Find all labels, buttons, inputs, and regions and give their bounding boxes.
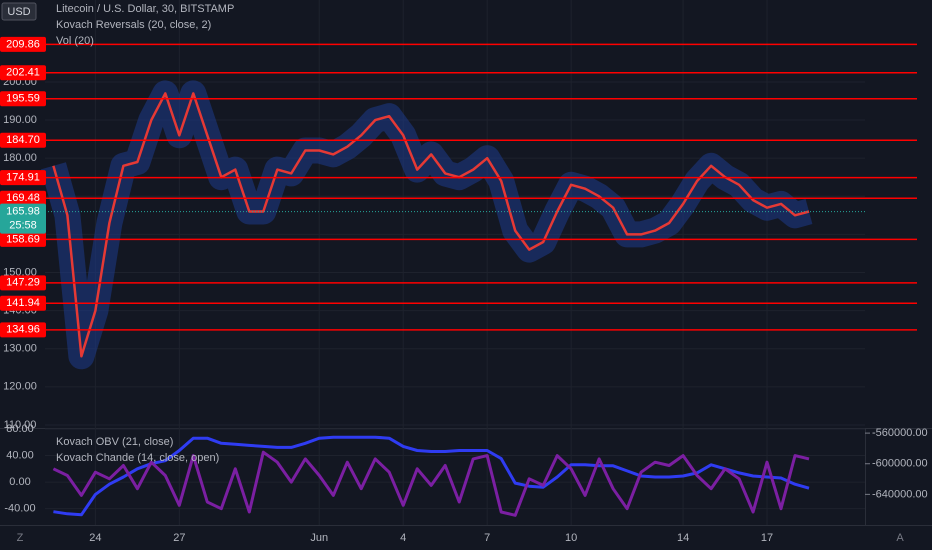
indicator-label: Kovach Chande (14, close, open) <box>56 452 219 464</box>
last-price-label: 165.98 <box>6 206 40 218</box>
level-tag <box>0 36 46 52</box>
level-label: 158.69 <box>6 233 40 245</box>
series-line <box>52 92 810 358</box>
x-tick-label: Jun <box>310 532 328 544</box>
x-tick-label: 14 <box>677 532 689 544</box>
y-tick-label: 110.00 <box>4 419 37 431</box>
x-tick-label: 10 <box>565 532 577 544</box>
indicator-label: Kovach Reversals (20, close, 2) <box>56 19 211 31</box>
x-tick-label: 27 <box>173 532 185 544</box>
level-label: 174.91 <box>6 171 40 183</box>
x-tick-label: 17 <box>761 532 773 544</box>
y2-tick-label: -560000.00 <box>872 427 928 439</box>
level-tag <box>0 170 46 186</box>
series-line <box>52 450 810 517</box>
y-tick-label: 120.00 <box>3 381 37 393</box>
level-tag <box>0 275 46 291</box>
auto-toggle[interactable]: A <box>896 532 904 544</box>
y-tick-label: 180.00 <box>3 152 37 164</box>
indicator-label: Kovach OBV (21, close) <box>56 436 173 448</box>
level-label: 134.96 <box>6 324 40 336</box>
x-tick-label: 7 <box>484 532 490 544</box>
level-tag <box>0 322 46 338</box>
level-label: 169.48 <box>6 192 40 204</box>
level-label: 209.86 <box>6 38 40 50</box>
level-tag <box>0 91 46 107</box>
level-label: 202.41 <box>6 67 40 79</box>
level-label: 147.29 <box>6 277 40 289</box>
y-tick-label: 40.00 <box>6 449 34 461</box>
level-tag <box>0 65 46 81</box>
level-label: 195.59 <box>6 93 40 105</box>
log-toggle[interactable]: Z <box>17 532 24 544</box>
level-label: 184.70 <box>6 134 40 146</box>
chart-title: Litecoin / U.S. Dollar, 30, BITSTAMP <box>56 3 234 15</box>
y-tick-label: 190.00 <box>3 114 37 126</box>
level-tag <box>0 132 46 148</box>
level-tag <box>0 295 46 311</box>
y2-tick-label: -600000.00 <box>872 458 928 470</box>
series-line <box>53 435 810 517</box>
level-tag <box>0 231 46 247</box>
indicator-label: Vol (20) <box>56 35 94 47</box>
last-price-tag <box>0 203 46 234</box>
countdown-label: 25:58 <box>9 220 37 232</box>
y-tick-label: 130.00 <box>3 343 37 355</box>
y2-tick-label: -640000.00 <box>872 488 928 500</box>
currency-button[interactable] <box>1 2 37 21</box>
y-tick-label: 0.00 <box>9 476 30 488</box>
currency-label[interactable]: USD <box>7 6 30 18</box>
x-tick-label: 4 <box>400 532 406 544</box>
level-label: 141.94 <box>6 297 40 309</box>
level-tag <box>0 190 46 206</box>
y-tick-label: -40.00 <box>4 503 35 515</box>
y-tick-label: 80.00 <box>6 423 34 435</box>
plot-layer <box>40 0 917 525</box>
x-tick-label: 24 <box>89 532 101 544</box>
